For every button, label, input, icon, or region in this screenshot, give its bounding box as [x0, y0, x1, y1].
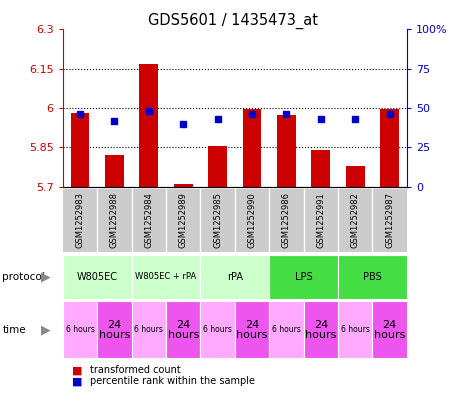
Bar: [312, 150, 330, 187]
Text: PBS: PBS: [363, 272, 382, 282]
Bar: [338, 301, 372, 358]
Text: GSM1252986: GSM1252986: [282, 192, 291, 248]
Text: GSM1252989: GSM1252989: [179, 192, 188, 248]
Text: 6 hours: 6 hours: [134, 325, 163, 334]
Text: GSM1252982: GSM1252982: [351, 192, 360, 248]
Text: rPA: rPA: [227, 272, 243, 282]
Text: 6 hours: 6 hours: [203, 325, 232, 334]
Text: 24
hours: 24 hours: [236, 320, 268, 340]
Text: 6 hours: 6 hours: [66, 325, 94, 334]
Bar: [200, 301, 235, 358]
Text: GSM1252983: GSM1252983: [75, 192, 85, 248]
Text: 24
hours: 24 hours: [99, 320, 130, 340]
Text: transformed count: transformed count: [90, 365, 180, 375]
Bar: [338, 255, 407, 299]
Bar: [346, 166, 365, 187]
Text: 24
hours: 24 hours: [305, 320, 337, 340]
Text: 6 hours: 6 hours: [341, 325, 370, 334]
Text: GSM1252990: GSM1252990: [247, 192, 257, 248]
Text: 6 hours: 6 hours: [272, 325, 301, 334]
Bar: [105, 155, 124, 187]
Bar: [380, 109, 399, 187]
Text: GDS5601 / 1435473_at: GDS5601 / 1435473_at: [147, 13, 318, 29]
Bar: [132, 255, 200, 299]
Bar: [277, 115, 296, 187]
Bar: [166, 301, 200, 358]
Bar: [63, 255, 132, 299]
Bar: [304, 301, 338, 358]
Text: GSM1252988: GSM1252988: [110, 192, 119, 248]
Text: W805EC + rPA: W805EC + rPA: [135, 272, 197, 281]
Text: GSM1252987: GSM1252987: [385, 192, 394, 248]
Bar: [132, 301, 166, 358]
Text: ■: ■: [72, 376, 83, 386]
Bar: [269, 255, 338, 299]
Bar: [140, 64, 158, 187]
Bar: [372, 301, 407, 358]
Text: W805EC: W805EC: [77, 272, 118, 282]
Text: GSM1252984: GSM1252984: [144, 192, 153, 248]
Text: protocol: protocol: [2, 272, 45, 282]
Bar: [269, 301, 304, 358]
Bar: [243, 109, 261, 187]
Bar: [235, 301, 269, 358]
Text: ▶: ▶: [41, 270, 50, 283]
Text: 24
hours: 24 hours: [167, 320, 199, 340]
Text: 24
hours: 24 hours: [374, 320, 405, 340]
Text: LPS: LPS: [295, 272, 312, 282]
Text: ■: ■: [72, 365, 83, 375]
Text: ▶: ▶: [41, 323, 50, 336]
Bar: [174, 184, 193, 187]
Bar: [63, 301, 97, 358]
Text: GSM1252991: GSM1252991: [316, 192, 326, 248]
Bar: [97, 301, 132, 358]
Bar: [71, 113, 89, 187]
Text: GSM1252985: GSM1252985: [213, 192, 222, 248]
Text: percentile rank within the sample: percentile rank within the sample: [90, 376, 255, 386]
Text: time: time: [2, 325, 26, 335]
Bar: [200, 255, 269, 299]
Bar: [208, 146, 227, 187]
